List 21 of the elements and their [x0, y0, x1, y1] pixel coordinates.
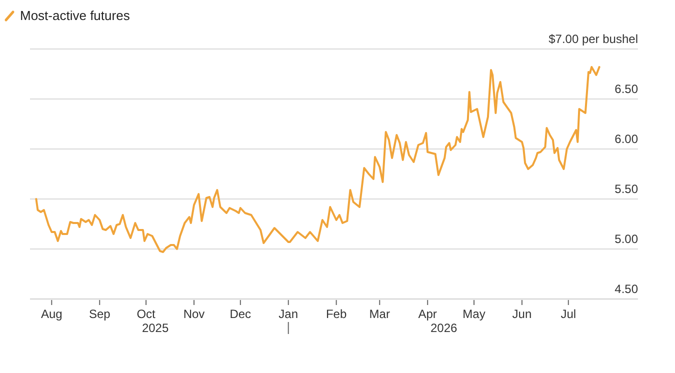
y-tick-label: 6.50: [614, 82, 638, 96]
x-tick-label: Apr: [418, 307, 437, 321]
x-tick-label: Aug: [40, 307, 62, 321]
x-tick-label: Mar: [369, 307, 390, 321]
x-tick-label: Jul: [560, 307, 576, 321]
legend-label: Most-active futures: [20, 8, 130, 23]
x-tick-label: Oct: [136, 307, 156, 321]
y-tick-label: 5.50: [614, 182, 638, 196]
x-tick-label: Feb: [326, 307, 347, 321]
x-tick-label: Jan: [278, 307, 298, 321]
y-tick-label: $7.00 per bushel: [548, 32, 638, 46]
x-tick-label: Dec: [230, 307, 252, 321]
x-tick-label: May: [462, 307, 486, 321]
text: 2026: [430, 321, 458, 335]
y-tick-label: 4.50: [614, 282, 638, 296]
text: 2025: [142, 321, 169, 335]
x-tick-label: Jun: [512, 307, 532, 321]
x-tick-label: Sep: [88, 307, 111, 321]
y-tick-label: 5.00: [614, 232, 638, 246]
x-tick-label: Nov: [183, 307, 205, 321]
y-tick-label: 6.00: [614, 132, 638, 146]
